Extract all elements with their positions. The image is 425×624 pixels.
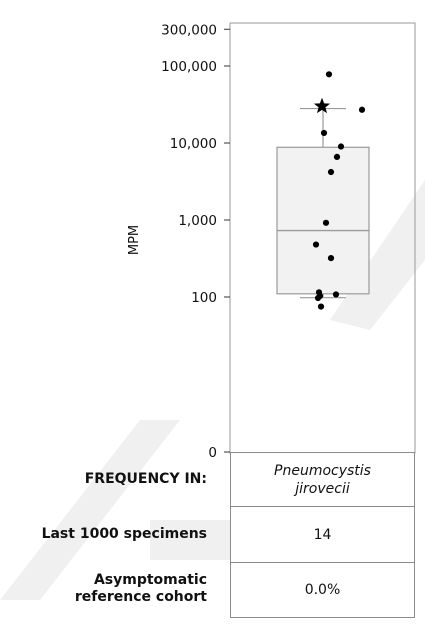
data-point (332, 291, 340, 298)
asymptomatic-cohort-label-line1: Asymptomatic (93, 572, 207, 588)
asymptomatic-cohort-label-line2: reference cohort (74, 589, 207, 605)
y-tick-label: 100,000 (161, 59, 217, 75)
last-1000-specimens-label: Last 1000 specimens (41, 526, 207, 542)
box (276, 107, 370, 299)
highlight-star-marker (313, 97, 331, 114)
y-tick-label: 300,000 (161, 22, 217, 38)
last-1000-specimens-value: 14 (230, 506, 415, 563)
organism-name-line2: jirovecii (295, 480, 350, 497)
data-point (327, 168, 335, 176)
y-tick-label: 10,000 (170, 136, 217, 152)
y-axis: 300,000 100,000 10,000 1,000 100 0 (161, 22, 230, 461)
y-tick-label: 1,000 (178, 213, 217, 229)
data-point (314, 294, 322, 302)
data-point (325, 71, 333, 78)
interquartile-box (276, 146, 370, 295)
asymptomatic-cohort-label: Asymptomatic reference cohort (75, 572, 207, 606)
data-point (317, 303, 325, 310)
asymptomatic-cohort-value: 0.0% (230, 562, 415, 618)
y-tick-label: 0 (208, 445, 217, 461)
organism-name-cell: Pneumocystis jirovecii (230, 452, 415, 507)
data-point (322, 219, 330, 226)
y-tick-label: 100 (191, 290, 217, 306)
data-point (333, 153, 341, 160)
data-point (337, 143, 345, 150)
data-points (312, 71, 366, 310)
data-point (320, 129, 328, 137)
frequency-header-label: FREQUENCY IN: (84, 471, 207, 487)
y-axis-title: MPM (127, 225, 142, 255)
organism-name-line1: Pneumocystis (274, 462, 371, 479)
data-point (312, 241, 320, 248)
data-point (327, 255, 335, 262)
data-point (358, 106, 366, 113)
